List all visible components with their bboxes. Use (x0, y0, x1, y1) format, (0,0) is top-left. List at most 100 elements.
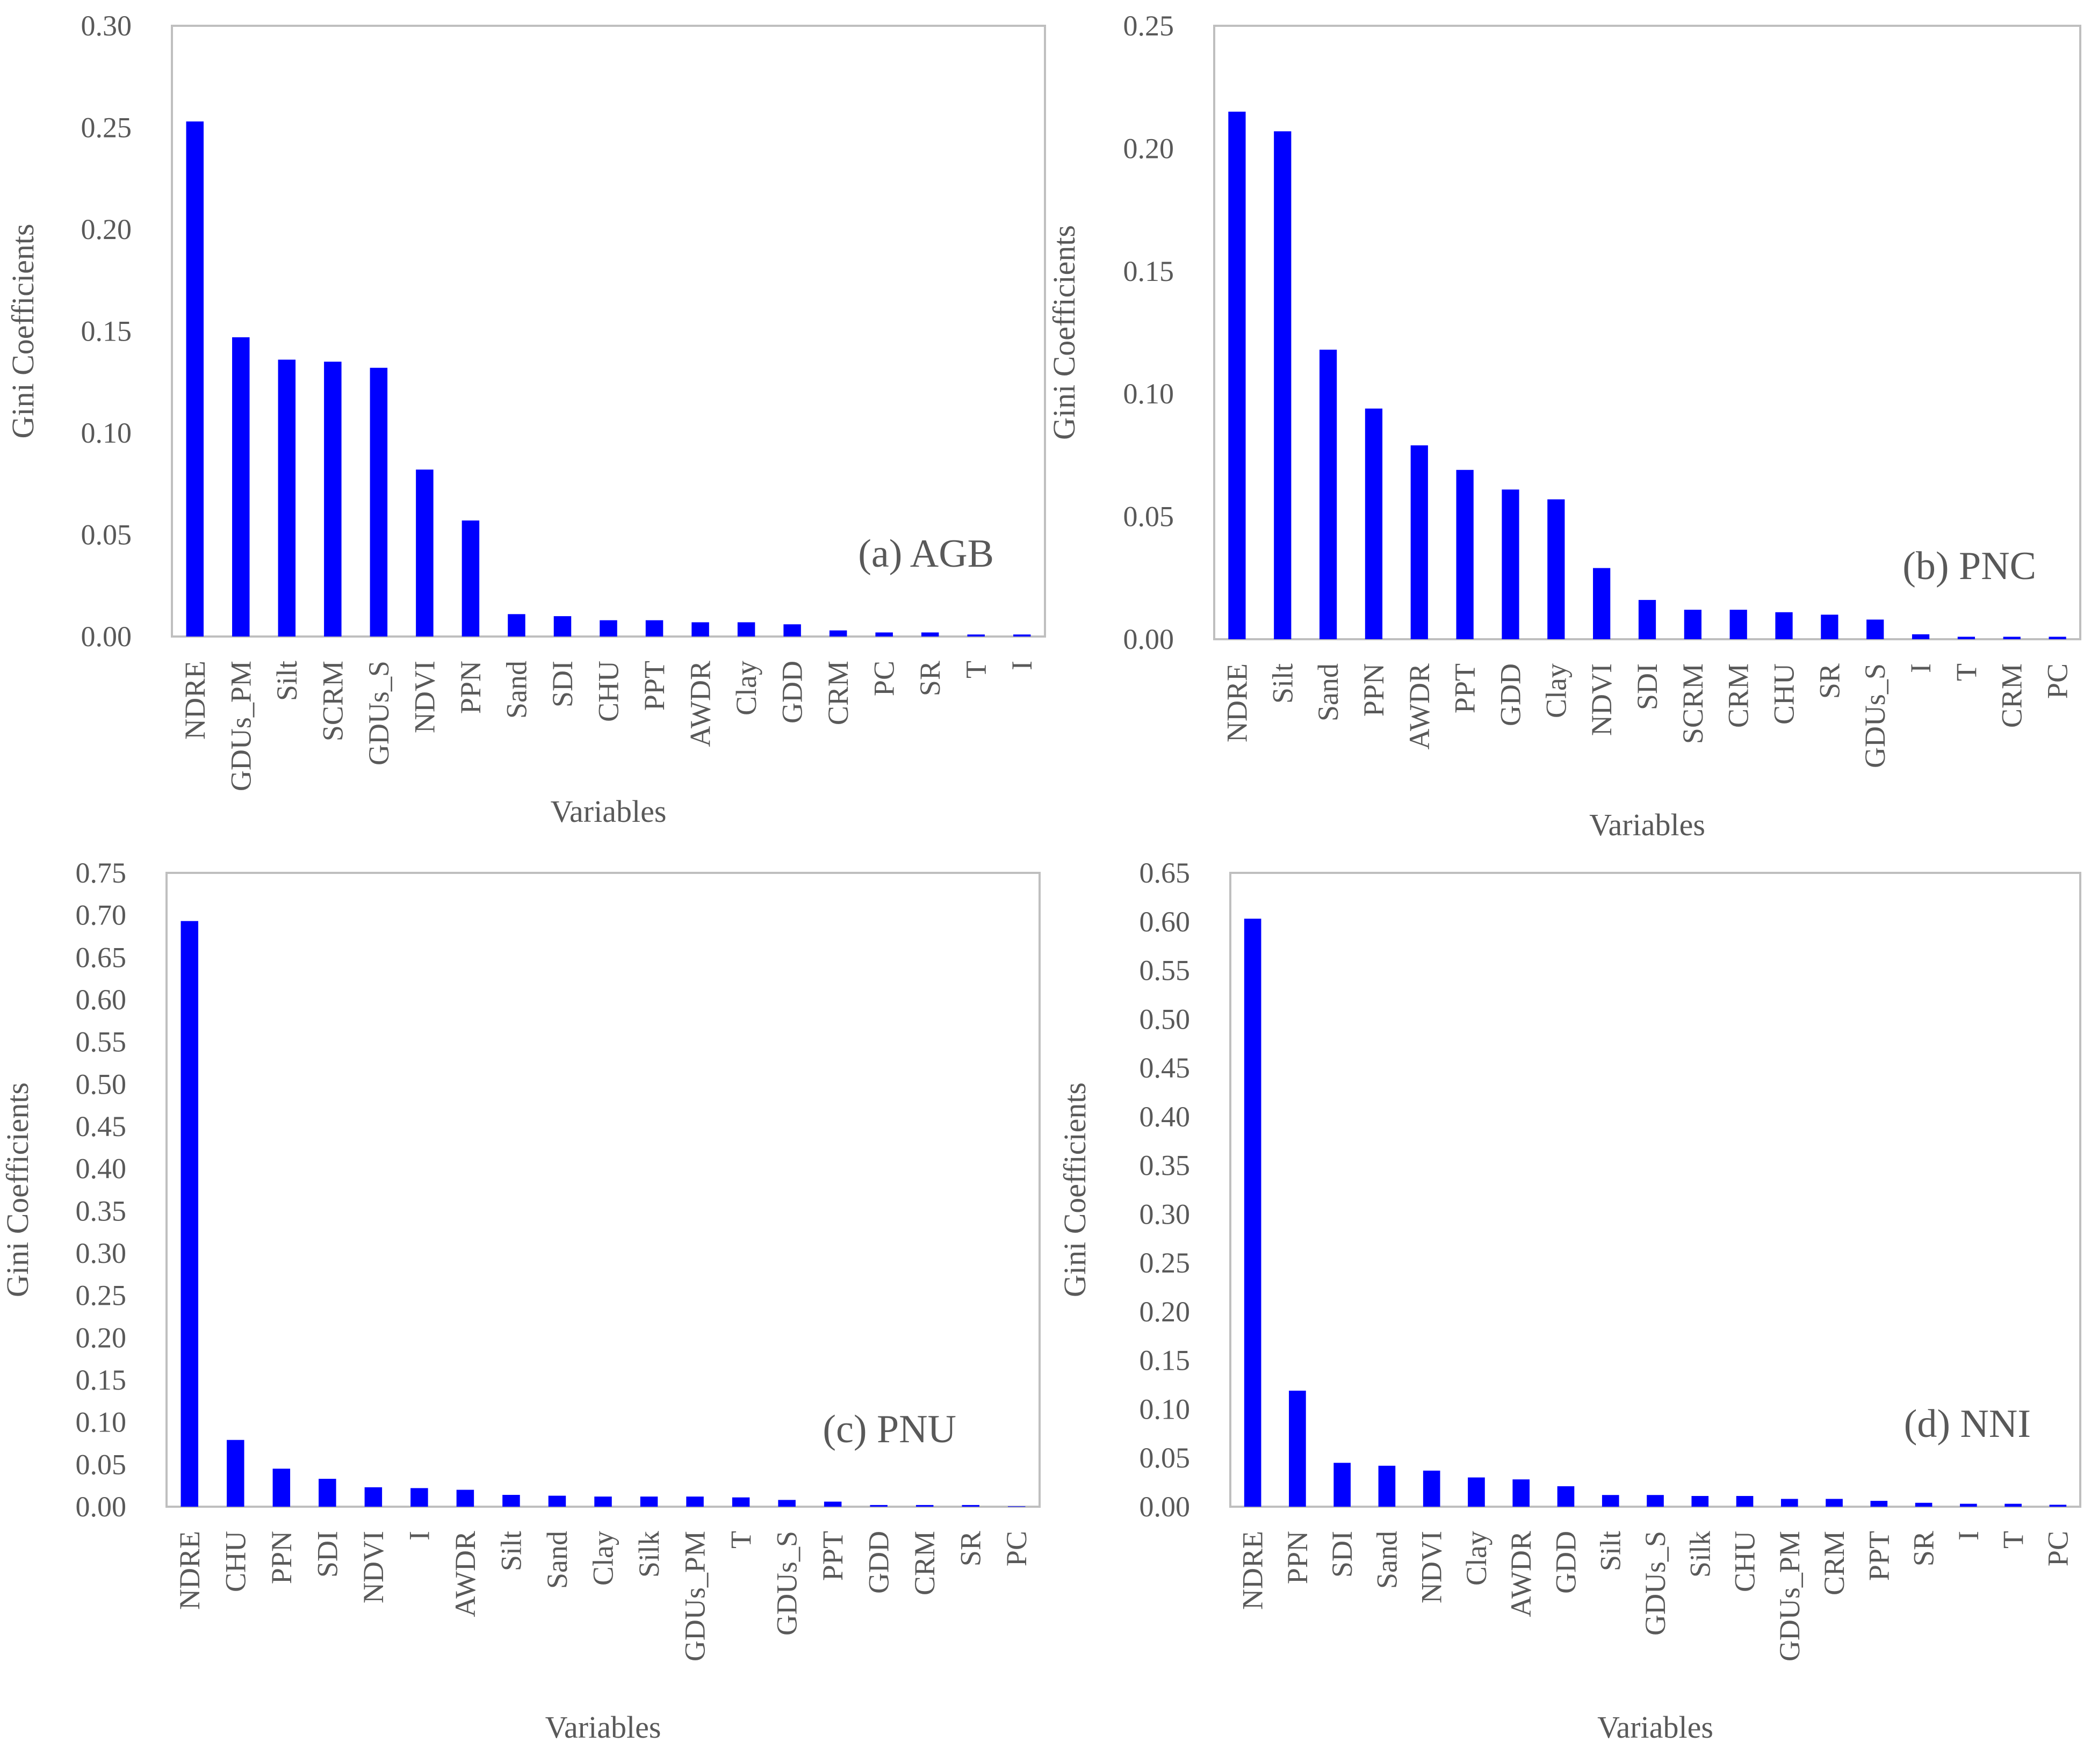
x-tick-label: GDUs_PM (1773, 1531, 1806, 1661)
y-axis-label: Gini Coefficients (1057, 1082, 1092, 1297)
y-tick-label: 0.45 (76, 1110, 127, 1143)
x-axis-label: Variables (545, 1710, 661, 1745)
x-tick-label: SCRM (316, 661, 349, 741)
x-tick-label: PC (1000, 1531, 1033, 1566)
y-tick-label: 0.00 (81, 620, 132, 653)
x-tick-label: SDI (1326, 1531, 1358, 1578)
bar-ndvi (1593, 568, 1611, 639)
y-tick-label: 0.30 (76, 1237, 127, 1269)
bar-silt (1274, 131, 1292, 639)
x-tick-label: PC (2042, 1531, 2074, 1566)
bar-gdus-s (778, 1500, 796, 1507)
bar-gdus-s (1647, 1495, 1664, 1507)
bar-ppn (1365, 408, 1383, 639)
x-tick-label: NDVI (1585, 663, 1618, 736)
bar-ppn (272, 1469, 291, 1507)
x-tick-label: Clay (587, 1531, 619, 1586)
x-tick-label: SDI (311, 1531, 343, 1578)
y-axis-label: Gini Coefficients (5, 223, 40, 438)
bar-t (732, 1497, 750, 1507)
chart-panel-2: 0.00 0.05 0.10 0.15 0.20 0.25 NDRE Silt Sand PPN A… (1047, 10, 2081, 842)
y-tick-label: 0.25 (81, 112, 132, 144)
bar-gdus-s (370, 367, 388, 637)
y-tick-label: 0.25 (1123, 10, 1174, 42)
bar-crm (1729, 610, 1747, 639)
x-tick-label: PPT (1449, 663, 1481, 713)
x-tick-label: Silk (1684, 1531, 1716, 1578)
y-tick-label: 0.65 (76, 941, 127, 973)
bar-ppt (1456, 469, 1474, 639)
bar-sr (962, 1505, 979, 1507)
x-tick-label: CRM (822, 661, 854, 725)
x-tick-label: NDVI (357, 1531, 390, 1603)
x-tick-label: SR (1908, 1531, 1940, 1566)
bar-scrm (1684, 610, 1701, 639)
bar-ndvi (416, 469, 434, 637)
bar-crm (2003, 637, 2021, 639)
y-tick-label: 0.05 (1123, 501, 1174, 533)
chart-panel-3: 0.00 0.05 0.10 0.15 0.20 0.25 0.30 0.35 0.40 0.45… (0, 857, 1041, 1745)
bar-ndre (186, 121, 204, 637)
bar-gdus-pm (1780, 1499, 1798, 1507)
bar-sand (1319, 349, 1337, 639)
x-tick-label: NDRE (174, 1531, 206, 1610)
bar-gdd (783, 624, 801, 637)
x-tick-label: PC (868, 661, 900, 696)
x-tick-label: CRM (1996, 663, 2028, 728)
y-tick-label: 0.15 (81, 315, 132, 348)
bar-gdus-s (1866, 619, 1884, 639)
bar-ppn (1289, 1390, 1306, 1507)
y-tick-label: 0.05 (81, 519, 132, 551)
bar-chu (1736, 1496, 1754, 1507)
x-tick-label: T (1950, 663, 1982, 681)
x-tick-label: PPN (1281, 1531, 1314, 1584)
bar-clay (1547, 499, 1565, 639)
bar-sdi (1333, 1463, 1351, 1507)
bar-awdr (1410, 445, 1428, 639)
x-tick-label: I (1006, 661, 1038, 670)
bar-silt (1602, 1495, 1619, 1507)
y-tick-label: 0.15 (1140, 1344, 1191, 1377)
x-tick-label: GDD (1549, 1531, 1582, 1594)
bar-chu (600, 620, 617, 637)
x-tick-label: AWDR (1505, 1531, 1537, 1617)
x-tick-label: CHU (219, 1531, 251, 1592)
y-axis-label: Gini Coefficients (1047, 225, 1081, 440)
x-tick-label: I (1905, 663, 1937, 673)
y-tick-label: 0.15 (1123, 255, 1174, 287)
x-tick-label: CHU (1729, 1531, 1761, 1592)
x-tick-label: GDD (776, 661, 809, 724)
x-axis-label: Variables (1589, 807, 1705, 842)
x-tick-label: PPN (455, 661, 487, 714)
bar-ppt (824, 1501, 842, 1507)
x-tick-label: Clay (1460, 1531, 1492, 1586)
x-tick-label: NDRE (1221, 663, 1253, 742)
bar-sr (1915, 1502, 1933, 1507)
bar-i (1912, 634, 1930, 639)
bar-t (1957, 637, 1975, 639)
x-tick-label: GDUs_S (1859, 663, 1891, 768)
y-tick-label: 0.35 (1140, 1150, 1191, 1182)
bar-clay (737, 622, 755, 637)
chart-panel-1: 0.00 0.05 0.10 0.15 0.20 0.25 0.30 NDRE GDUs_PM S… (5, 10, 1046, 829)
bar-sr (921, 632, 939, 637)
y-tick-label: 0.70 (76, 899, 127, 931)
x-tick-label: GDUs_S (1639, 1531, 1671, 1636)
x-tick-label: SR (955, 1531, 987, 1566)
x-tick-label: GDUs_PM (225, 661, 257, 791)
bar-ndre (1228, 111, 1246, 639)
y-tick-label: 0.40 (1140, 1101, 1191, 1133)
y-tick-label: 0.60 (76, 984, 127, 1016)
bar-ndvi (364, 1487, 383, 1507)
bar-gdd (870, 1505, 888, 1507)
y-tick-label: 0.10 (1140, 1393, 1191, 1425)
x-tick-label: PPT (638, 661, 670, 711)
panel-label: (c) PNU (823, 1407, 956, 1451)
y-tick-label: 0.60 (1140, 906, 1191, 938)
x-tick-label: T (725, 1531, 757, 1549)
x-tick-label: NDVI (408, 661, 441, 733)
x-tick-label: PPN (1358, 663, 1390, 717)
bar-sand (1378, 1465, 1396, 1507)
y-tick-label: 0.50 (1140, 1003, 1191, 1035)
x-tick-label: CRM (908, 1531, 941, 1595)
